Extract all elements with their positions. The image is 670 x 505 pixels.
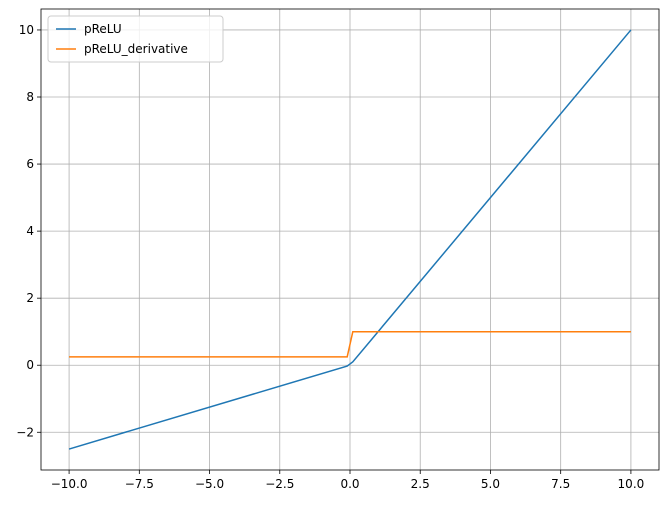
x-tick-label: 0.0 <box>340 477 359 491</box>
x-tick-label: 10.0 <box>618 477 645 491</box>
legend-label: pReLU <box>84 22 122 36</box>
y-tick-label: −2 <box>16 425 34 439</box>
x-tick-label: −7.5 <box>125 477 154 491</box>
x-tick-label: −5.0 <box>195 477 224 491</box>
y-tick-label: 4 <box>26 224 34 238</box>
x-tick-label: 2.5 <box>411 477 430 491</box>
x-tick-label: −2.5 <box>265 477 294 491</box>
plot-frame <box>40 8 660 471</box>
x-tick-label: 7.5 <box>551 477 570 491</box>
x-tick-label: 5.0 <box>481 477 500 491</box>
x-tick-label: −10.0 <box>51 477 88 491</box>
series-line <box>68 29 632 450</box>
y-tick-label: 2 <box>26 291 34 305</box>
legend-box <box>47 15 224 63</box>
y-tick-label: 10 <box>19 23 34 37</box>
y-tick-label: 8 <box>26 90 34 104</box>
series-line <box>69 330 631 358</box>
legend-label: pReLU_derivative <box>84 42 188 56</box>
y-tick-label: 0 <box>26 358 34 372</box>
y-tick-label: 6 <box>26 157 34 171</box>
